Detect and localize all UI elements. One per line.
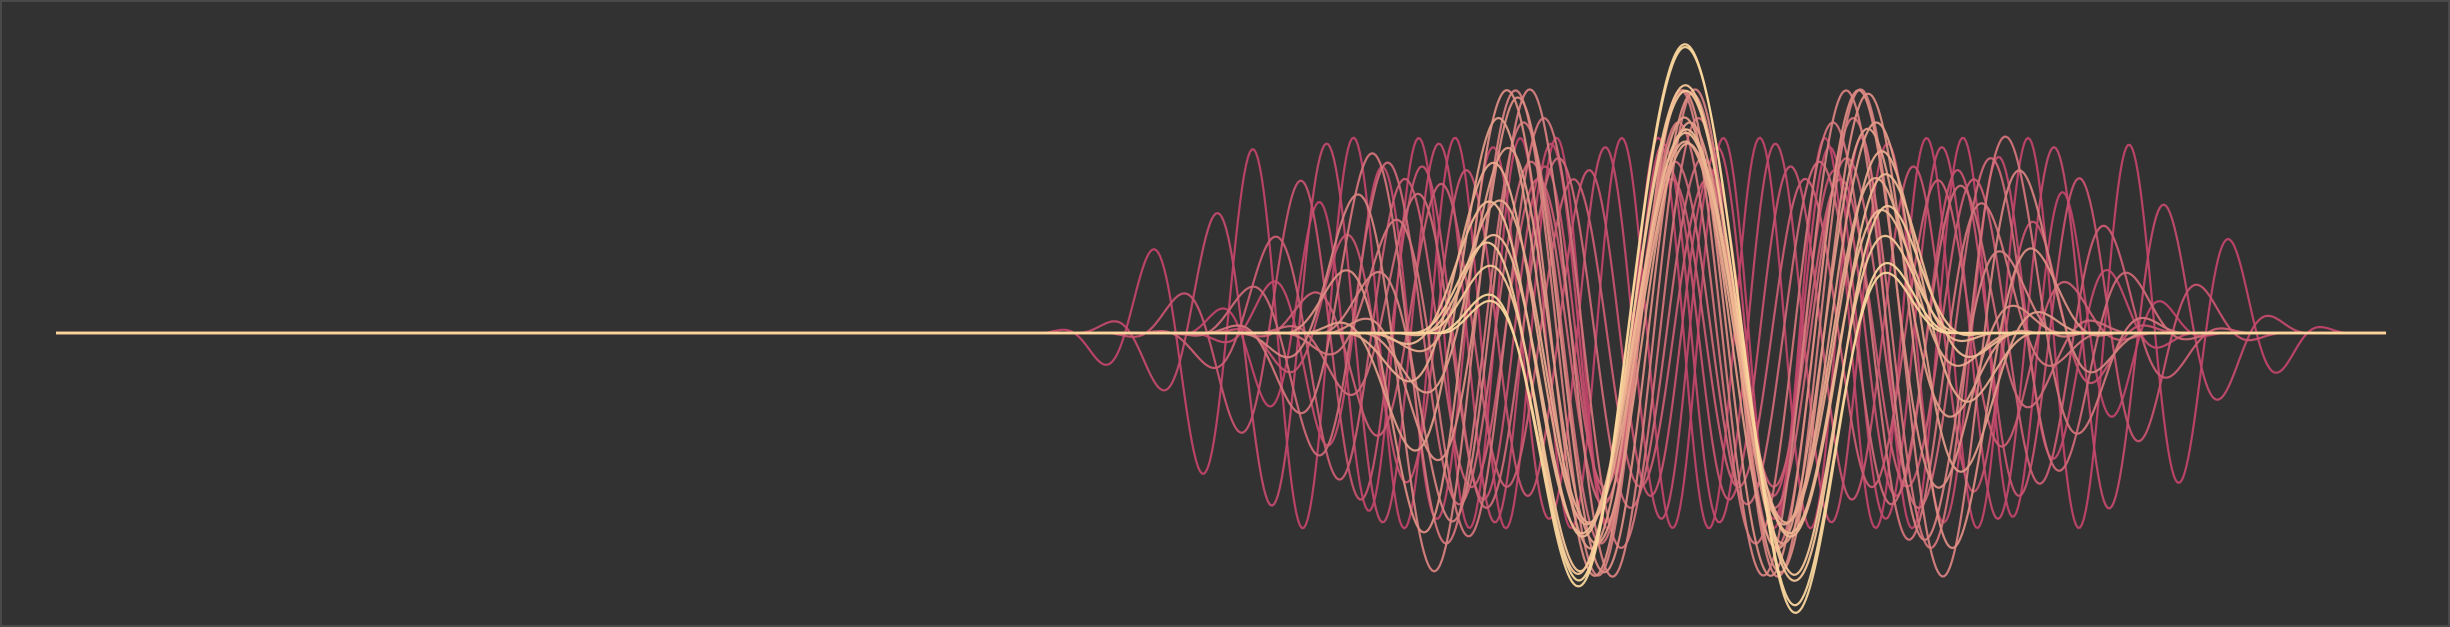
wave-group (56, 43, 2386, 615)
wave (56, 43, 2386, 615)
